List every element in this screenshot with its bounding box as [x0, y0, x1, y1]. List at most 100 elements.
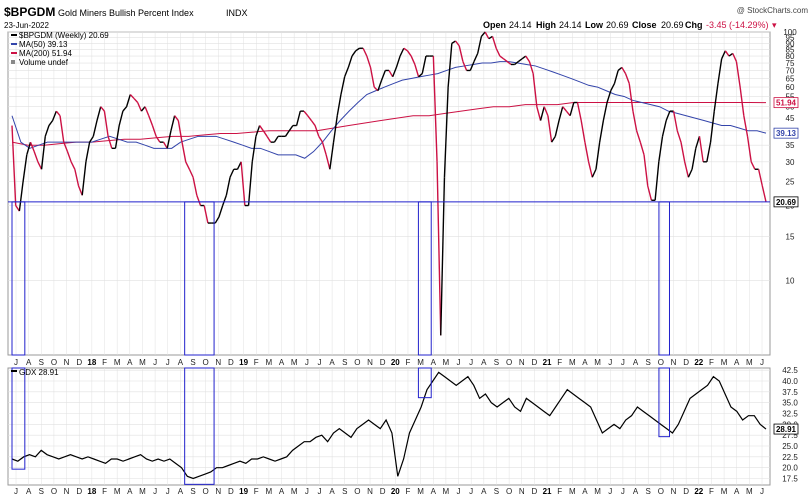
- x-tick-label: D: [532, 358, 538, 367]
- bpgdm-segment: [251, 136, 257, 162]
- x-tick-label: A: [279, 487, 285, 496]
- bpgdm-segment: [166, 130, 172, 149]
- bpgdm-segment: [92, 120, 98, 137]
- x-tick-label: O: [658, 358, 664, 367]
- bpgdm-segment: [380, 70, 386, 81]
- bpgdm-segment: [514, 61, 519, 66]
- x-tick-label: A: [633, 487, 639, 496]
- legend-volume: Volume undef: [19, 58, 69, 67]
- main-legend: $BPGDM (Weekly) 20.69 MA(50) 39.13 MA(20…: [11, 31, 109, 67]
- bpgdm-segment: [225, 177, 231, 196]
- x-tick-label: S: [342, 487, 347, 496]
- main-y-tick-label: 35: [786, 141, 795, 150]
- value-tag-box: [773, 196, 799, 208]
- gdx-grid: [8, 368, 770, 485]
- gdx-y-tick-label: 42.5: [782, 366, 798, 375]
- main-y-tick-label: 75: [786, 59, 795, 68]
- bpgdm-segment: [395, 55, 401, 68]
- bpgdm-segment: [388, 70, 394, 78]
- gdx-highlight-box: [184, 367, 215, 485]
- x-tick-label: O: [203, 358, 209, 367]
- bpgdm-segment: [621, 67, 627, 74]
- x-tick-label: M: [114, 487, 121, 496]
- x-tick-label: A: [734, 487, 740, 496]
- bpgdm-segment: [654, 161, 660, 201]
- bpgdm-segment: [55, 110, 61, 117]
- x-tick-label: J: [469, 358, 473, 367]
- bpgdm-segment: [591, 168, 597, 178]
- x-tick-label: A: [178, 487, 184, 496]
- bpgdm-segment: [196, 195, 202, 206]
- bpgdm-segment: [125, 94, 131, 107]
- main-y-tick-label: 65: [786, 74, 795, 83]
- x-tick-label: N: [215, 487, 221, 496]
- bpgdm-segment: [610, 83, 616, 92]
- bpgdm-segment: [565, 110, 571, 117]
- bpgdm-segment: [661, 120, 667, 137]
- gdx-value-tags: 28.91: [773, 423, 799, 435]
- x-tick-label: J: [305, 487, 309, 496]
- x-tick-label: 18: [87, 487, 96, 496]
- bpgdm-segment: [521, 55, 527, 60]
- value-tag-label: 51.94: [776, 99, 797, 108]
- gdx-panel-frame: [7, 367, 771, 486]
- highlight-box: [658, 201, 670, 356]
- x-tick-label: A: [127, 487, 133, 496]
- bpgdm-segment: [103, 111, 109, 137]
- bpgdm-segment: [29, 141, 35, 152]
- x-tick-label: A: [26, 358, 32, 367]
- x-tick-label: J: [608, 358, 612, 367]
- x-tick-label: O: [354, 358, 360, 367]
- bpgdm-segment: [74, 169, 80, 187]
- bpgdm-segment: [118, 110, 124, 126]
- bpgdm-segment: [724, 50, 730, 57]
- main-y-tick-label: 95: [786, 34, 795, 43]
- bpgdm-segment: [480, 31, 486, 37]
- chg-down-icon: ▾: [772, 20, 777, 30]
- bpgdm-segment: [658, 136, 664, 162]
- x-tick-label: A: [178, 358, 184, 367]
- bpgdm-segment: [735, 61, 741, 88]
- bpgdm-segment: [554, 120, 560, 137]
- x-tick-label: F: [709, 358, 714, 367]
- x-tick-label: J: [760, 487, 764, 496]
- x-tick-label: A: [127, 358, 133, 367]
- x-tick-label: 19: [239, 358, 248, 367]
- x-tick-label: O: [506, 487, 512, 496]
- bpgdm-segment: [48, 120, 54, 126]
- bpgdm-segment: [240, 161, 246, 206]
- x-tick-label: D: [380, 487, 386, 496]
- chart-symbol: $BPGDM: [4, 5, 55, 19]
- bpgdm-segment: [432, 56, 438, 162]
- low-value: 20.69: [606, 20, 629, 30]
- bpgdm-segment: [122, 106, 128, 112]
- main-y-tick-label: 30: [786, 158, 795, 167]
- bpgdm-segment: [155, 135, 161, 143]
- bpgdm-segment: [418, 73, 423, 78]
- bpgdm-segment: [37, 161, 43, 170]
- x-tick-label: J: [317, 358, 321, 367]
- bpgdm-segment: [332, 115, 338, 143]
- gdx-highlight-box: [417, 367, 432, 399]
- bpgdm-segment: [643, 154, 649, 186]
- x-tick-label: J: [14, 487, 18, 496]
- bpgdm-segment: [632, 111, 638, 131]
- bpgdm-segment: [77, 185, 83, 196]
- bpgdm-segment: [107, 136, 113, 149]
- bpgdm-segment: [551, 135, 556, 143]
- main-y-axis: 100959085807570656055504540353025201510: [783, 28, 797, 285]
- x-tick-label: J: [14, 358, 18, 367]
- x-tick-label: M: [291, 358, 298, 367]
- bpgdm-segment: [761, 185, 767, 203]
- x-tick-label: J: [166, 358, 170, 367]
- x-tick-label: A: [431, 487, 437, 496]
- bpgdm-segment: [399, 47, 405, 57]
- gdx-value-tag-label: 28.91: [776, 425, 797, 434]
- bpgdm-segment: [672, 111, 678, 131]
- bpgdm-segment: [377, 79, 383, 91]
- x-tick-label: M: [443, 487, 450, 496]
- bpgdm-segment: [310, 120, 316, 126]
- bpgdm-segment: [635, 130, 641, 143]
- gdx-y-tick-label: 20.0: [782, 464, 798, 473]
- bpgdm-segment: [547, 115, 553, 143]
